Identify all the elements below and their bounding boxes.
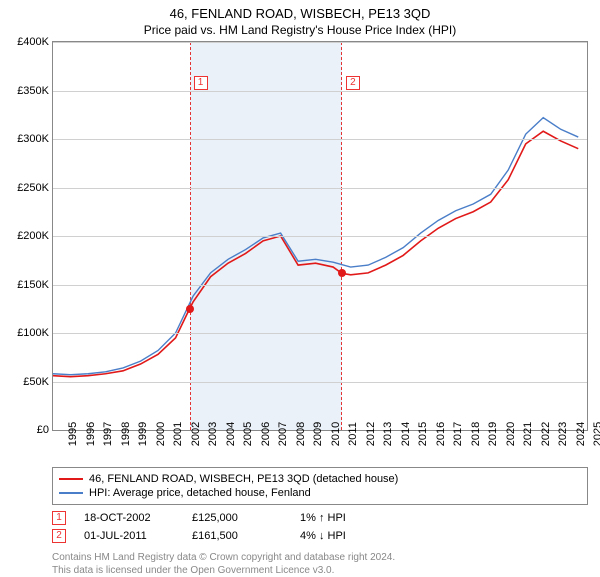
y-axis-label: £0 [37,424,49,436]
series-line [53,118,578,375]
footer-line-1: Contains HM Land Registry data © Crown c… [52,551,588,564]
y-axis-label: £400K [17,36,49,48]
y-axis-label: £150K [17,279,49,291]
sales-table: 1 18-OCT-2002 £125,000 1% ↑ HPI 2 01-JUL-2011… [52,509,588,545]
y-axis-label: £100K [17,327,49,339]
y-axis-label: £300K [17,133,49,145]
series-line [53,131,578,376]
chart-subtitle: Price paid vs. HM Land Registry's House … [0,21,600,41]
chart-title: 46, FENLAND ROAD, WISBECH, PE13 3QD [0,0,600,21]
gridline-h [53,139,587,140]
y-axis-label: £350K [17,85,49,97]
sale-delta: 1% ↑ HPI [300,512,390,524]
sale-marker-dot [186,305,194,313]
chart-plot-area: £0£50K£100K£150K£200K£250K£300K£350K£400… [52,41,588,431]
legend-label: 46, FENLAND ROAD, WISBECH, PE13 3QD (det… [89,473,398,485]
legend-label: HPI: Average price, detached house, Fenl… [89,487,311,499]
sale-row-badge: 2 [52,529,66,543]
gridline-h [53,382,587,383]
y-axis-label: £250K [17,182,49,194]
x-axis-label: 2025 [578,422,600,446]
gridline-h [53,42,587,43]
sale-row-badge: 1 [52,511,66,525]
legend-swatch [59,478,83,480]
sale-marker-badge: 1 [194,76,208,90]
sale-marker-dot [338,269,346,277]
legend-row: HPI: Average price, detached house, Fenl… [59,486,581,500]
sale-delta: 4% ↓ HPI [300,530,390,542]
legend-row: 46, FENLAND ROAD, WISBECH, PE13 3QD (det… [59,472,581,486]
sale-date: 01-JUL-2011 [84,530,174,542]
gridline-h [53,285,587,286]
gridline-h [53,91,587,92]
y-axis-label: £200K [17,230,49,242]
legend-box: 46, FENLAND ROAD, WISBECH, PE13 3QD (det… [52,467,588,505]
y-axis-label: £50K [23,376,49,388]
sale-price: £125,000 [192,512,282,524]
gridline-h [53,188,587,189]
sale-price: £161,500 [192,530,282,542]
sale-date: 18-OCT-2002 [84,512,174,524]
sale-row: 1 18-OCT-2002 £125,000 1% ↑ HPI [52,509,588,527]
gridline-h [53,333,587,334]
footer-attribution: Contains HM Land Registry data © Crown c… [52,551,588,577]
sale-row: 2 01-JUL-2011 £161,500 4% ↓ HPI [52,527,588,545]
gridline-h [53,236,587,237]
footer-line-2: This data is licensed under the Open Gov… [52,564,588,577]
sale-marker-badge: 2 [346,76,360,90]
legend-swatch [59,492,83,494]
